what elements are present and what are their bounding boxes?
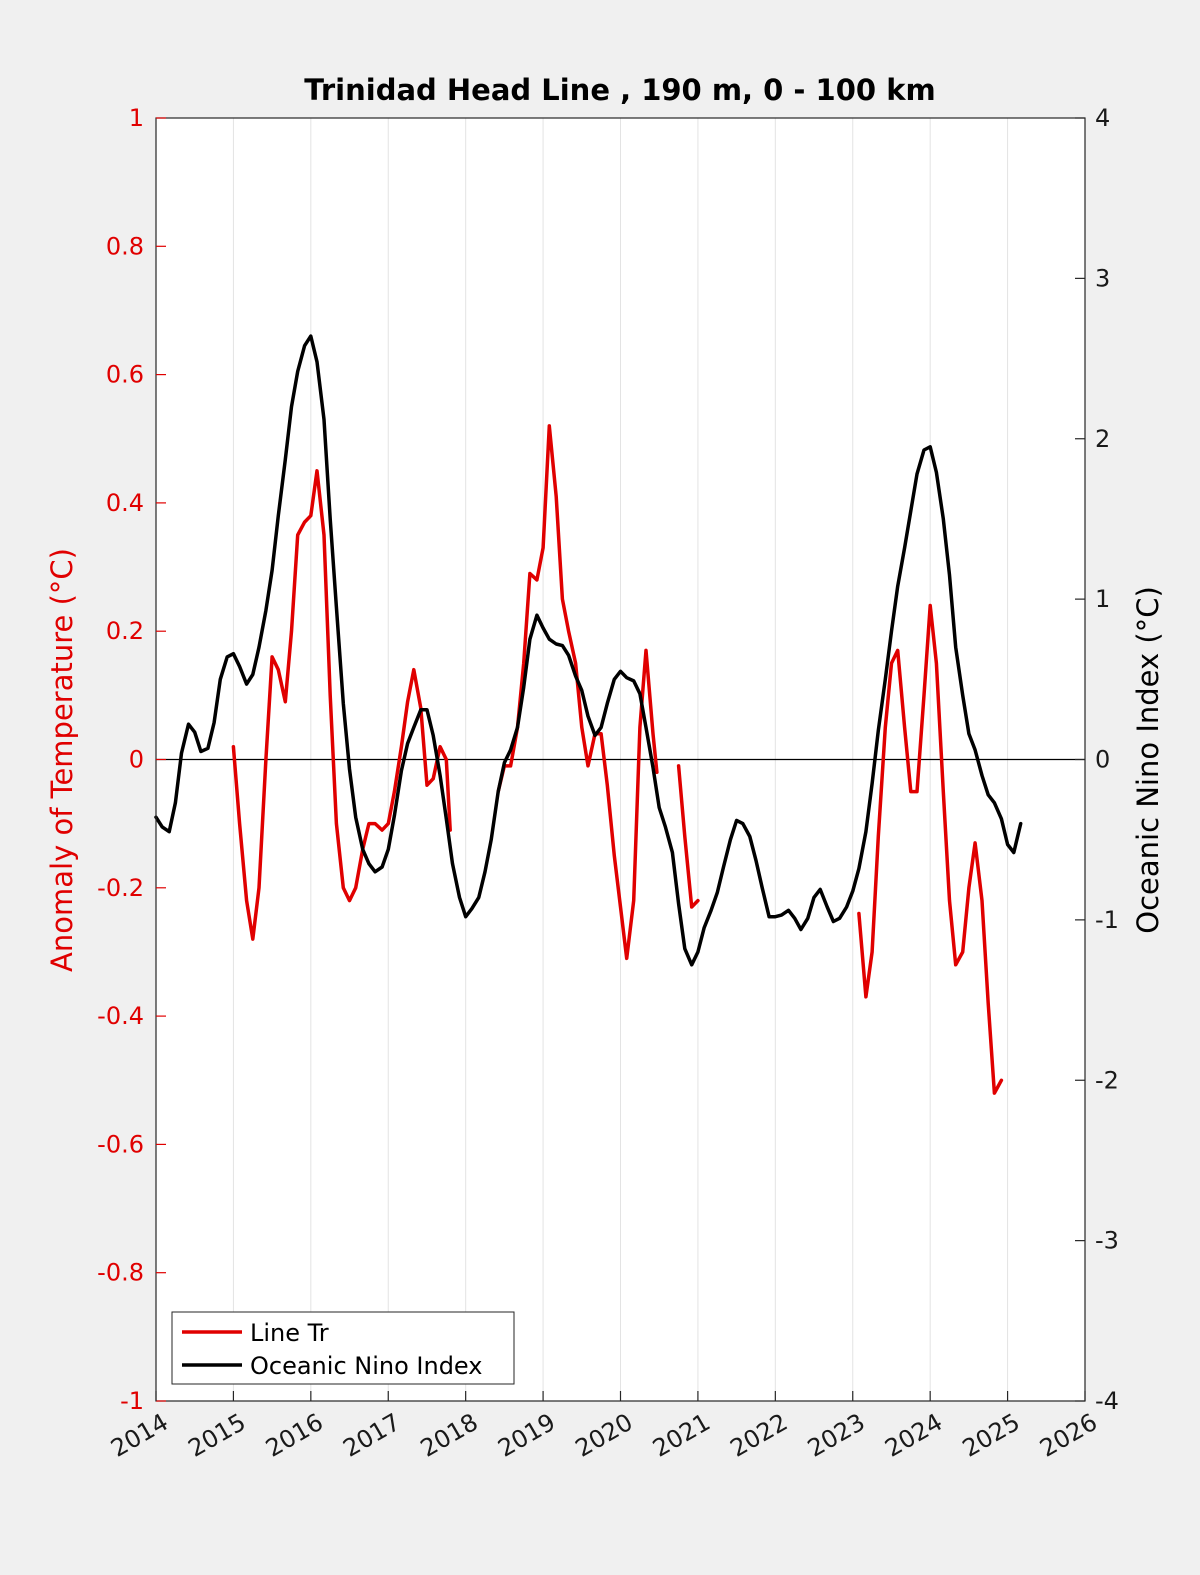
right-tick-label: -3 [1095,1227,1119,1255]
right-tick-label: -4 [1095,1387,1119,1415]
chart-title: Trinidad Head Line , 190 m, 0 - 100 km [304,73,935,107]
right-tick-label: 3 [1095,264,1110,292]
legend-label-line-tr: Line Tr [250,1319,329,1347]
left-tick-label: -0.4 [97,1002,144,1030]
right-tick-label: -2 [1095,1066,1119,1094]
legend-box [171,1311,515,1385]
left-tick-label: -1 [120,1387,144,1415]
series-oni-segment [154,334,1023,967]
series-line-tr-segment [857,603,1004,1095]
left-tick-label: 0.2 [106,617,144,645]
right-tick-label: 4 [1095,104,1110,132]
series-layer [154,334,1023,1095]
right-axis-label: Oceanic Nino Index (°C) [1131,586,1165,934]
left-tick-label: 0.8 [106,232,144,260]
right-tick-label: 0 [1095,746,1110,774]
left-tick-label: 0.6 [106,361,144,389]
left-tick-label: 1 [129,104,144,132]
left-axis-label: Anomaly of Temperature (°C) [45,548,79,972]
series-line-tr-segment [496,424,659,961]
right-tick-label: -1 [1095,906,1119,934]
right-y-axis: -4 -3 -2 -1 0 1 2 3 4 [1075,104,1119,1415]
series-line-tr-segment [676,764,700,909]
legend: Line Tr Oceanic Nino Index [171,1311,515,1385]
left-tick-label: 0.4 [106,489,144,517]
series-line-tr-segment [231,469,452,941]
left-tick-label: -0.6 [97,1130,144,1158]
left-tick-label: 0 [129,746,144,774]
left-y-axis: -1 -0.8 -0.6 -0.4 -0.2 0 0.2 0.4 0.6 0.8 1 [97,104,166,1415]
right-tick-label: 2 [1095,425,1110,453]
left-tick-label: -0.2 [97,874,144,902]
legend-label-oni: Oceanic Nino Index [250,1352,482,1380]
left-tick-label: -0.8 [97,1259,144,1287]
right-tick-label: 1 [1095,585,1110,613]
